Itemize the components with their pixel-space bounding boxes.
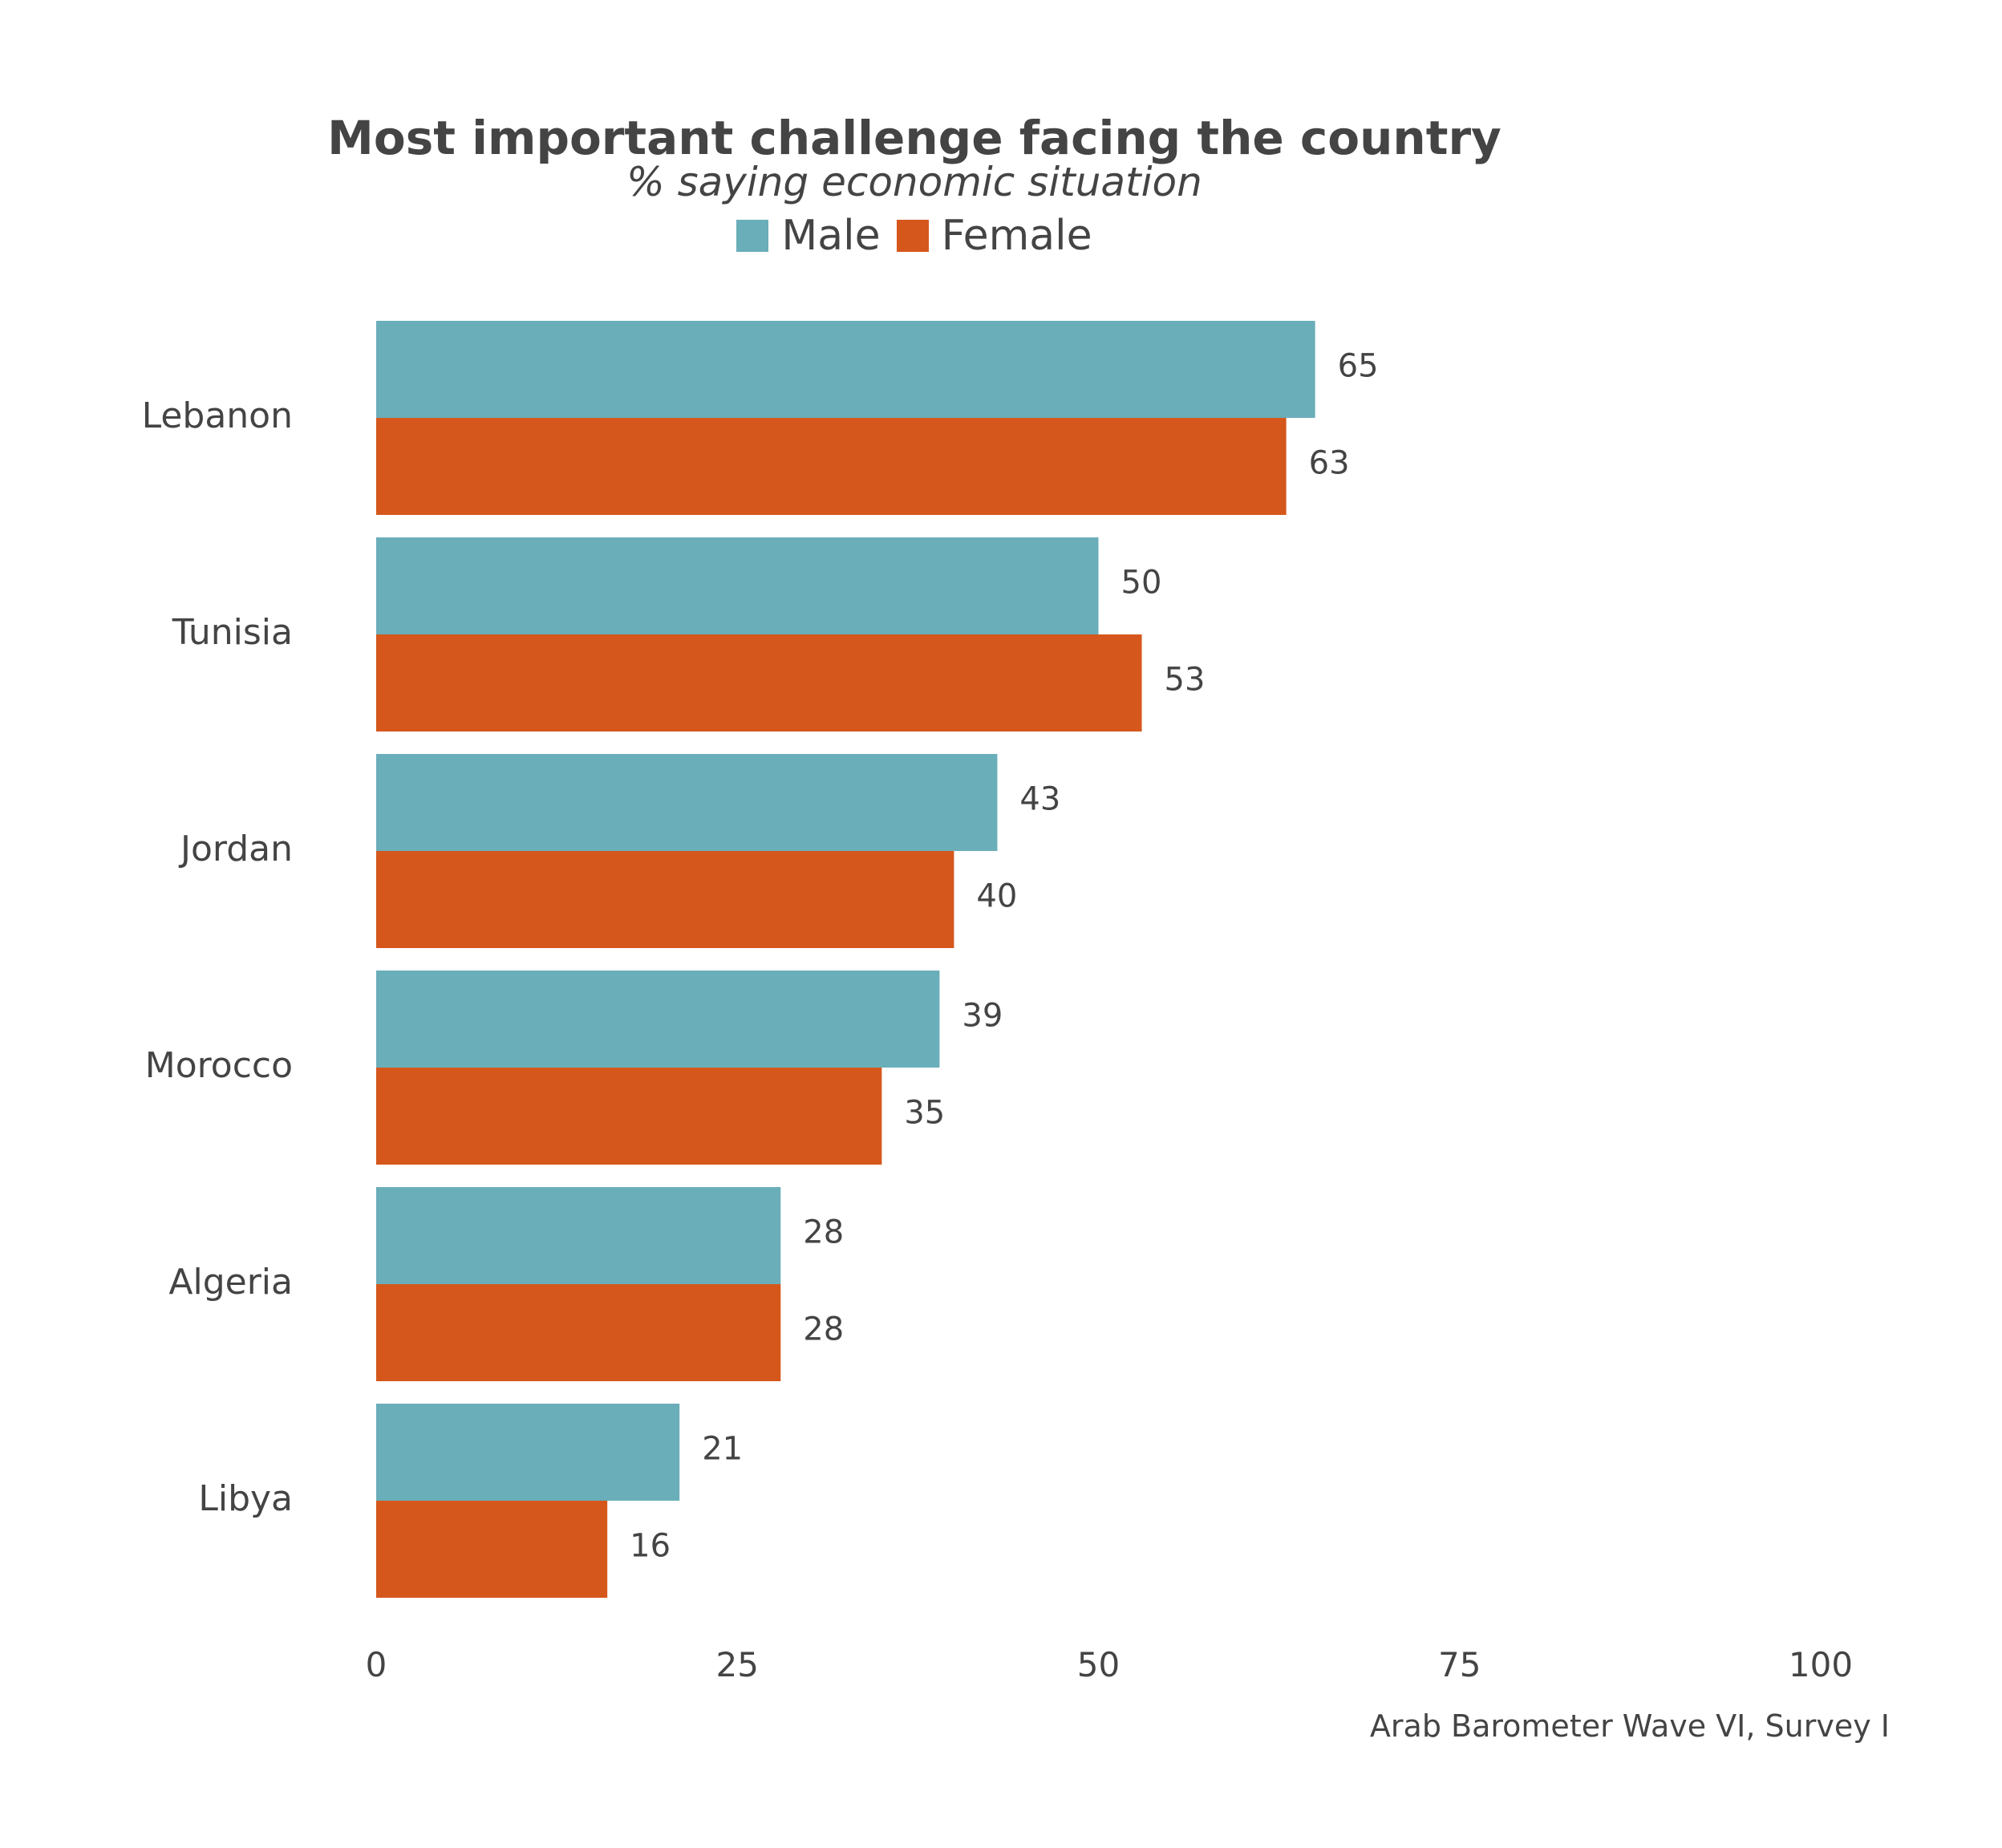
- bar-male: [376, 971, 940, 1068]
- category-label: Libya: [198, 1478, 293, 1519]
- data-label-male: 65: [1338, 348, 1379, 385]
- category-label: Algeria: [168, 1262, 293, 1303]
- data-label-female: 40: [976, 878, 1017, 915]
- legend-swatch-female: [896, 220, 929, 252]
- bar-male: [376, 1187, 781, 1284]
- bar-female: [376, 1284, 781, 1381]
- category-label: Morocco: [145, 1045, 293, 1086]
- category-label: Lebanon: [142, 395, 293, 436]
- bar-male: [376, 537, 1099, 634]
- legend-item-female: Female: [896, 212, 1092, 260]
- x-tick-label: 75: [1438, 1645, 1481, 1684]
- data-label-female: 53: [1165, 662, 1206, 699]
- legend-label-male: Male: [781, 212, 881, 260]
- x-tick-label: 100: [1789, 1645, 1853, 1684]
- chart-title: Most important challenge facing the coun…: [327, 111, 1502, 165]
- bar-female: [376, 634, 1142, 732]
- data-label-female: 35: [904, 1095, 945, 1132]
- legend-label-female: Female: [941, 212, 1092, 260]
- data-label-male: 21: [702, 1431, 743, 1468]
- x-tick-label: 50: [1077, 1645, 1120, 1684]
- data-label-male: 28: [803, 1214, 844, 1251]
- bar-female: [376, 1068, 882, 1165]
- data-label-female: 28: [803, 1311, 844, 1348]
- data-label-male: 39: [962, 998, 1003, 1035]
- data-label-male: 43: [1019, 781, 1060, 818]
- category-label: Tunisia: [172, 612, 293, 653]
- bar-female: [376, 851, 954, 948]
- chart-subtitle: % saying economic situation: [626, 159, 1202, 205]
- bar-male: [376, 1404, 680, 1501]
- data-label-male: 50: [1121, 565, 1162, 602]
- chart-legend: Male Female: [0, 212, 1829, 260]
- category-label: Jordan: [178, 829, 293, 869]
- data-label-female: 16: [630, 1528, 671, 1565]
- data-label-female: 63: [1309, 445, 1350, 482]
- chart-caption: Arab Barometer Wave VI, Survey I: [1369, 1708, 1890, 1744]
- bar-male: [376, 754, 998, 851]
- x-tick-label: 0: [366, 1645, 387, 1684]
- bar-female: [376, 1501, 608, 1598]
- legend-item-male: Male: [736, 212, 881, 260]
- bar-female: [376, 418, 1287, 515]
- x-tick-label: 25: [716, 1645, 759, 1684]
- bar-male: [376, 321, 1315, 418]
- legend-swatch-male: [736, 220, 769, 252]
